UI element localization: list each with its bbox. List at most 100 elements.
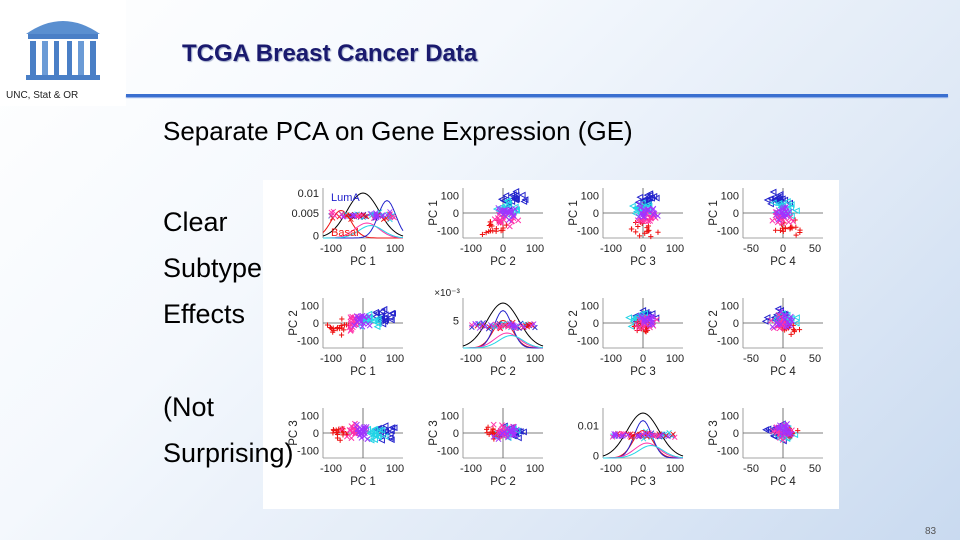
data-point — [670, 431, 676, 437]
data-point — [328, 209, 334, 216]
data-point — [773, 319, 780, 326]
y-tick-label: 0 — [453, 428, 459, 440]
data-point — [643, 329, 649, 335]
y-axis-exponent: ×10⁻³ — [434, 288, 460, 299]
data-point — [367, 210, 373, 217]
data-point — [371, 436, 378, 444]
data-point — [348, 316, 355, 323]
x-tick-label: -50 — [743, 463, 759, 475]
data-point — [495, 436, 502, 443]
data-point — [642, 328, 648, 334]
data-point — [784, 319, 791, 326]
data-point — [646, 191, 654, 199]
y-tick-label: 100 — [301, 411, 319, 423]
page-title: TCGA Breast Cancer Data — [182, 40, 478, 67]
data-point — [628, 226, 635, 232]
data-point — [361, 313, 368, 320]
data-point — [636, 433, 643, 439]
data-point — [620, 433, 626, 439]
x-tick-label: 0 — [360, 463, 366, 475]
data-point — [638, 199, 646, 207]
data-point — [636, 201, 643, 208]
data-point — [648, 214, 655, 221]
data-point — [328, 324, 334, 331]
data-point — [337, 437, 343, 443]
data-point — [373, 210, 379, 216]
data-point — [769, 217, 776, 224]
x-tick-label: 0 — [500, 243, 506, 255]
data-point — [654, 212, 661, 219]
data-point — [354, 425, 361, 432]
data-point — [479, 231, 486, 238]
data-point — [511, 194, 518, 202]
y-tick-label: 0 — [593, 208, 599, 220]
data-point — [658, 432, 665, 438]
y-tick-label: 0.01 — [578, 421, 599, 433]
header-divider — [126, 94, 948, 97]
data-point — [646, 227, 652, 233]
data-point — [768, 317, 775, 324]
data-point — [506, 217, 512, 223]
data-point — [783, 323, 790, 329]
data-point — [507, 206, 514, 213]
x-axis-label: PC 3 — [630, 476, 656, 488]
y-tick-label: -100 — [717, 446, 739, 458]
data-point — [645, 432, 651, 439]
x-tick-label: 50 — [809, 353, 821, 365]
y-axis-label: PC 3 — [428, 420, 440, 446]
data-point — [650, 432, 656, 438]
data-point — [785, 219, 792, 226]
data-point — [369, 317, 377, 325]
x-tick-label: 0 — [780, 353, 786, 365]
data-point — [361, 424, 368, 430]
data-point — [371, 426, 379, 434]
y-tick-label: 0 — [313, 318, 319, 330]
data-point — [641, 316, 648, 322]
y-tick-label: 0 — [733, 318, 739, 330]
data-point — [763, 196, 771, 204]
y-tick-label: 100 — [441, 191, 459, 203]
y-tick-label: -100 — [437, 446, 459, 458]
x-tick-label: -50 — [743, 353, 759, 365]
y-tick-label: 100 — [721, 411, 739, 423]
data-point — [636, 193, 644, 201]
data-point — [380, 212, 386, 218]
data-point — [634, 433, 641, 439]
side-text-subtype: Subtype — [163, 253, 263, 283]
density-curve — [463, 309, 543, 349]
x-tick-label: 0 — [780, 243, 786, 255]
x-axis-label: PC 3 — [630, 256, 656, 268]
y-tick-label: 100 — [301, 301, 319, 313]
data-point — [643, 191, 651, 199]
data-point — [373, 323, 381, 331]
data-point — [381, 433, 389, 440]
data-point — [487, 219, 494, 225]
data-point — [375, 433, 382, 441]
data-point — [381, 422, 389, 430]
data-point — [787, 214, 794, 221]
y-tick-label: -100 — [717, 336, 739, 348]
data-point — [363, 213, 370, 220]
data-point — [520, 428, 527, 436]
data-point — [348, 326, 354, 333]
data-point — [642, 230, 648, 236]
pca-scatter-matrix: -100 0 100 PC 1 0.01 0.005 0 LumA Basal -100 0 100 P… — [263, 180, 839, 509]
data-point — [360, 212, 367, 218]
x-axis-label: PC 1 — [350, 256, 376, 268]
data-point — [339, 325, 345, 331]
data-point — [780, 228, 786, 235]
x-axis-label: PC 2 — [490, 476, 516, 488]
x-tick-label: 100 — [526, 463, 544, 475]
x-tick-label: 100 — [386, 463, 404, 475]
data-point — [784, 421, 790, 427]
y-tick-label: 100 — [721, 191, 739, 203]
data-point — [649, 321, 656, 328]
y-tick-label: 0 — [733, 208, 739, 220]
data-point — [665, 433, 671, 440]
data-point — [633, 229, 639, 235]
data-point — [504, 434, 512, 442]
data-point — [373, 211, 379, 217]
data-point — [773, 429, 780, 436]
x-tick-label: -50 — [743, 243, 759, 255]
data-point — [499, 422, 505, 429]
